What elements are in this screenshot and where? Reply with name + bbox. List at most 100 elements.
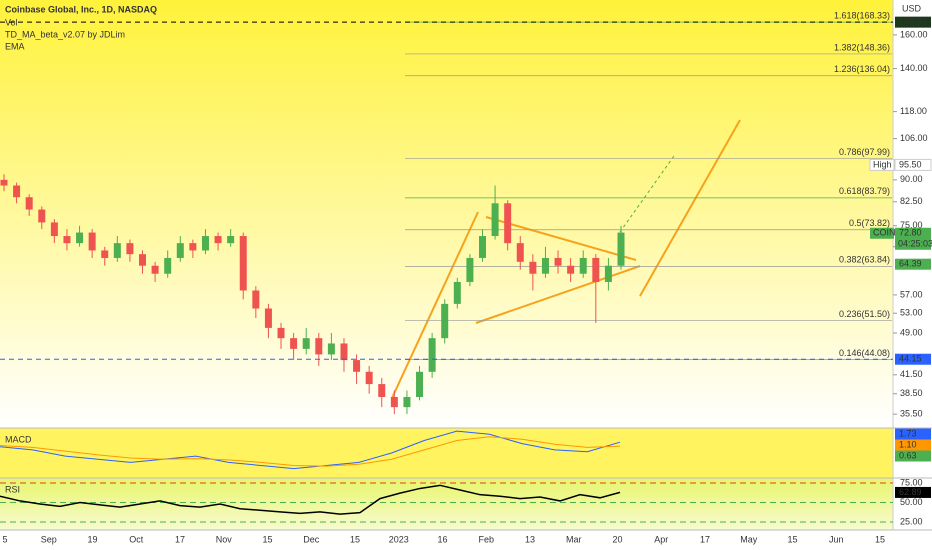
x-tick-label: 13 (525, 534, 535, 544)
y-tick-label: 140.00 (900, 63, 928, 73)
readout-label: 62.89 (899, 487, 922, 497)
y-tick-label: 57.00 (900, 289, 923, 299)
y-tick-label: 106.00 (900, 133, 928, 143)
readout-box (895, 439, 931, 451)
macd-line (0, 430, 621, 470)
y-tick-label: 41.50 (900, 369, 923, 379)
candle-body (315, 338, 323, 355)
x-tick-label: Apr (654, 534, 668, 544)
candle-body (504, 203, 512, 244)
candle-body (227, 236, 235, 244)
candle-body (201, 236, 209, 251)
y-tick-label: 49.00 (900, 327, 923, 337)
candle-body (189, 243, 197, 251)
y-tick-label: 53.00 (900, 308, 923, 318)
x-tick-label: Sep (41, 534, 57, 544)
candle-body (13, 185, 21, 198)
x-tick-label: Nov (216, 534, 233, 544)
candle-body (516, 243, 524, 262)
price-label: 64.39 (899, 259, 922, 269)
x-tick-label: 15 (875, 534, 885, 544)
candle-body (416, 371, 424, 398)
candle-body (139, 254, 147, 266)
candle-body (340, 343, 348, 361)
readout-box (895, 450, 931, 462)
price-box (894, 158, 932, 171)
y-tick-label: 25.00 (900, 516, 923, 526)
indicator: EMA (5, 41, 25, 51)
candle-body (403, 397, 411, 408)
indicator: TD_MA_beta_v2.07 by JDLim (5, 29, 125, 39)
x-tick-label: 15 (350, 534, 360, 544)
x-tick-label: 16 (437, 534, 447, 544)
candle-body (63, 236, 71, 244)
candle-body (353, 360, 361, 372)
fib-label: 0.786(97.99) (839, 147, 890, 157)
candle-body (239, 236, 247, 291)
candle-body (441, 303, 449, 339)
currency: USD (902, 3, 922, 13)
fib-label: 0.236(51.50) (839, 309, 890, 319)
candle-body (466, 257, 474, 282)
macd-pane (0, 428, 893, 478)
candle-body (428, 338, 436, 372)
candle-body (529, 261, 537, 274)
tag-label: COIN (873, 228, 896, 238)
x-tick-label: 17 (175, 534, 185, 544)
x-tick-label: 19 (87, 534, 97, 544)
x-tick-label: 15 (262, 534, 272, 544)
candle-body (390, 397, 398, 408)
candle-body (164, 257, 172, 274)
x-tick-label: Dec (303, 534, 320, 544)
candle-body (604, 265, 612, 282)
tag-box (869, 158, 895, 171)
trend-line (391, 211, 479, 399)
price-box (895, 353, 931, 365)
price-box (895, 258, 931, 270)
candle-body (101, 250, 109, 258)
candle-body (302, 338, 310, 349)
candle-body (176, 243, 184, 258)
candle-body (88, 232, 96, 251)
candle-body (541, 257, 549, 274)
chart-title: Coinbase Global, Inc., 1D, NASDAQ (5, 4, 157, 14)
candle-body (478, 236, 486, 258)
x-tick-label: Mar (566, 534, 582, 544)
candle-body (365, 371, 373, 385)
pane-title: RSI (5, 484, 20, 494)
x-tick-label: Jun (829, 534, 844, 544)
readout-label: 1.10 (899, 439, 917, 449)
y-tick-label: 35.50 (900, 409, 923, 419)
candle-body (567, 265, 575, 274)
x-tick-label: 20 (612, 534, 622, 544)
x-tick-label: May (740, 534, 758, 544)
candle-body (290, 338, 298, 349)
y-tick-label: 38.50 (900, 388, 923, 398)
fib-label: 1.618(168.33) (834, 11, 890, 21)
readout-box (895, 428, 931, 440)
candle-body (252, 290, 260, 309)
price-pane (0, 0, 893, 428)
y-tick-label: 160.00 (900, 29, 928, 39)
x-tick-label: Feb (478, 534, 494, 544)
candle-body (50, 222, 58, 237)
candle-body (378, 384, 386, 398)
candle-body (453, 281, 461, 304)
x-tick-label: 5 (2, 534, 7, 544)
price-box (895, 227, 931, 250)
readout-label: 0.63 (899, 450, 917, 460)
candle-body (491, 203, 499, 237)
macd-line (0, 436, 621, 467)
fib-label: 0.5(73.82) (849, 218, 890, 228)
y-tick-label: 118.00 (900, 106, 927, 116)
price-box (895, 16, 931, 28)
pane-title: MACD (5, 434, 32, 444)
y-tick-label: 75.00 (900, 477, 923, 487)
price-label: 95.50 (899, 159, 922, 169)
candle-body (214, 236, 222, 244)
y-tick-label: 90.00 (900, 174, 923, 184)
fib-label: 0.382(63.84) (839, 255, 890, 265)
y-tick-label: 82.50 (900, 196, 923, 206)
candle-body (0, 179, 8, 186)
